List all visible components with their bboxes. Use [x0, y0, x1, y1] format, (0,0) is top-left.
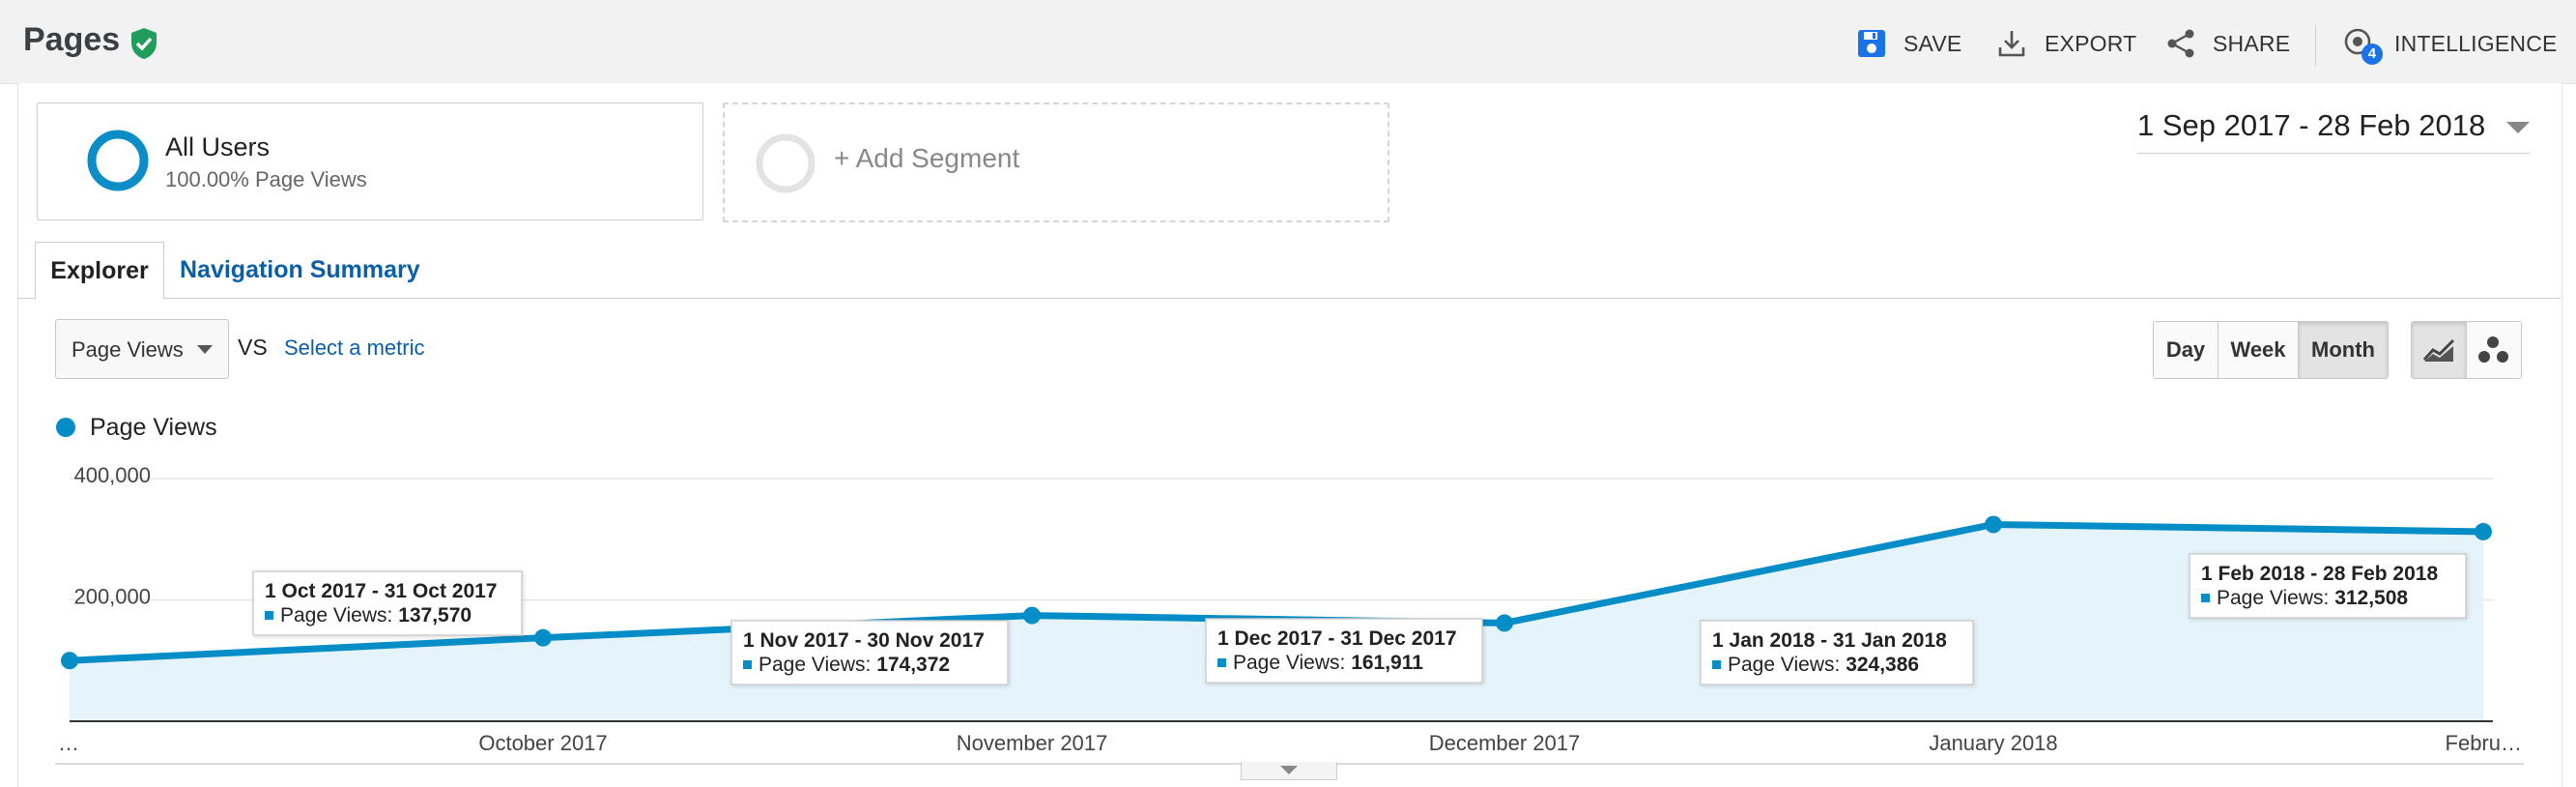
data-point[interactable]	[1496, 614, 1513, 632]
tooltip-label: Page Views: 324,386	[1728, 654, 1919, 676]
add-segment-label: + Add Segment	[834, 143, 1020, 173]
intelligence-label: INTELLIGENCE	[2394, 30, 2558, 56]
data-point[interactable]	[1023, 606, 1041, 625]
tooltip-value: 174,372	[876, 654, 950, 676]
tooltip-value: 161,911	[1351, 652, 1423, 674]
granularity-week[interactable]: Week	[2218, 322, 2299, 378]
tabs-divider	[17, 298, 2561, 299]
empty-segment-icon	[756, 133, 816, 193]
line-chart-button[interactable]	[2412, 322, 2467, 378]
legend-swatch	[56, 418, 75, 437]
motion-chart-button[interactable]	[2467, 322, 2521, 378]
export-label: EXPORT	[2045, 30, 2137, 56]
tooltip-title: 1 Oct 2017 - 31 Oct 2017	[265, 580, 498, 602]
tooltip-value: 324,386	[1846, 654, 1919, 676]
date-range-label: 1 Sep 2017 - 28 Feb 2018	[2137, 108, 2486, 142]
x-tick-label: November 2017	[957, 731, 1108, 755]
tooltip-box	[252, 570, 523, 636]
x-tick-label: Febru…	[2446, 731, 2522, 755]
y-tick-label: 200,000	[73, 585, 151, 609]
tooltip-label: Page Views: 137,570	[280, 604, 472, 627]
segment-donut-icon	[87, 130, 149, 191]
share-button[interactable]: SHARE	[2166, 27, 2290, 60]
tooltip-box	[730, 620, 1009, 685]
tooltip-swatch	[1217, 658, 1226, 667]
data-point[interactable]	[534, 628, 552, 647]
save-button[interactable]: SAVE	[1857, 27, 1961, 60]
tooltip-title: 1 Feb 2018 - 28 Feb 2018	[2201, 563, 2438, 585]
select-metric-link[interactable]: Select a metric	[284, 335, 425, 360]
metric-selected: Page Views	[72, 337, 184, 362]
tooltip-box	[1205, 618, 1483, 684]
toolbar-divider	[2315, 25, 2316, 66]
vs-label: VS	[238, 335, 268, 360]
tooltip-box	[1700, 620, 1974, 685]
chart-expand-handle[interactable]	[1241, 762, 1337, 780]
tooltip-value: 312,508	[2334, 587, 2408, 609]
verified-shield-icon	[131, 28, 157, 59]
data-point[interactable]	[61, 652, 78, 670]
export-icon	[1998, 31, 2025, 57]
tooltip-label: Page Views: 161,911	[1233, 652, 1423, 674]
granularity-month[interactable]: Month	[2299, 322, 2388, 378]
intelligence-button[interactable]: 4 INTELLIGENCE	[2342, 27, 2558, 65]
segment-share: 100.00% Page Views	[165, 167, 367, 191]
bubbles-icon	[2478, 336, 2508, 363]
chevron-down-icon	[197, 345, 213, 354]
tab-navigation-summary[interactable]: Navigation Summary	[180, 256, 420, 283]
granularity-toggle: Day Week Month	[2153, 321, 2389, 379]
save-label: SAVE	[1903, 30, 1962, 56]
x-tick-label: December 2017	[1429, 731, 1581, 755]
metric-dropdown[interactable]: Page Views	[55, 319, 229, 379]
tooltip-swatch	[265, 611, 273, 620]
chart-type-toggle	[2411, 321, 2522, 379]
page-title: Pages	[23, 21, 121, 58]
tooltip-title: 1 Jan 2018 - 31 Jan 2018	[1712, 629, 1947, 652]
add-segment-button[interactable]: + Add Segment	[723, 102, 1389, 222]
export-button[interactable]: EXPORT	[1996, 27, 2136, 60]
granularity-day[interactable]: Day	[2154, 322, 2218, 378]
y-tick-label: 400,000	[73, 463, 151, 487]
tooltip-swatch	[2201, 594, 2210, 602]
x-tick-label: …	[58, 731, 79, 755]
tooltip-title: 1 Dec 2017 - 31 Dec 2017	[1217, 627, 1457, 650]
x-tick-label: January 2018	[1929, 731, 2057, 755]
share-label: SHARE	[2213, 30, 2291, 56]
share-icon	[2167, 29, 2194, 58]
legend-label: Page Views	[90, 414, 217, 441]
tooltip-label: Page Views: 174,372	[758, 654, 950, 676]
data-point[interactable]	[2475, 522, 2492, 540]
save-icon	[1858, 30, 1885, 57]
report-header: Pages SAVE EXPORT SHARE	[0, 0, 2576, 84]
segment-all-users[interactable]: All Users 100.00% Page Views	[37, 102, 703, 220]
tooltip-box	[2189, 553, 2467, 619]
tab-explorer[interactable]: Explorer	[35, 242, 164, 300]
tooltip-swatch	[743, 660, 752, 669]
segment-name: All Users	[165, 132, 271, 161]
tooltip-swatch	[1712, 660, 1721, 669]
tooltip-value: 137,570	[398, 604, 472, 627]
intelligence-icon	[2344, 28, 2371, 55]
intelligence-badge: 4	[2361, 44, 2383, 65]
date-range-picker[interactable]: 1 Sep 2017 - 28 Feb 2018	[2137, 108, 2530, 154]
chevron-down-icon	[1280, 766, 1298, 774]
page-views-chart: 400,000 200,000 … October 2017 November 2017…	[55, 463, 2524, 765]
x-tick-label: October 2017	[478, 731, 607, 755]
data-point[interactable]	[1985, 515, 2002, 534]
tooltip-label: Page Views: 312,508	[2217, 587, 2408, 609]
line-chart-icon	[2422, 338, 2455, 362]
chevron-down-icon	[2506, 122, 2530, 133]
tooltip-title: 1 Nov 2017 - 30 Nov 2017	[743, 629, 985, 652]
